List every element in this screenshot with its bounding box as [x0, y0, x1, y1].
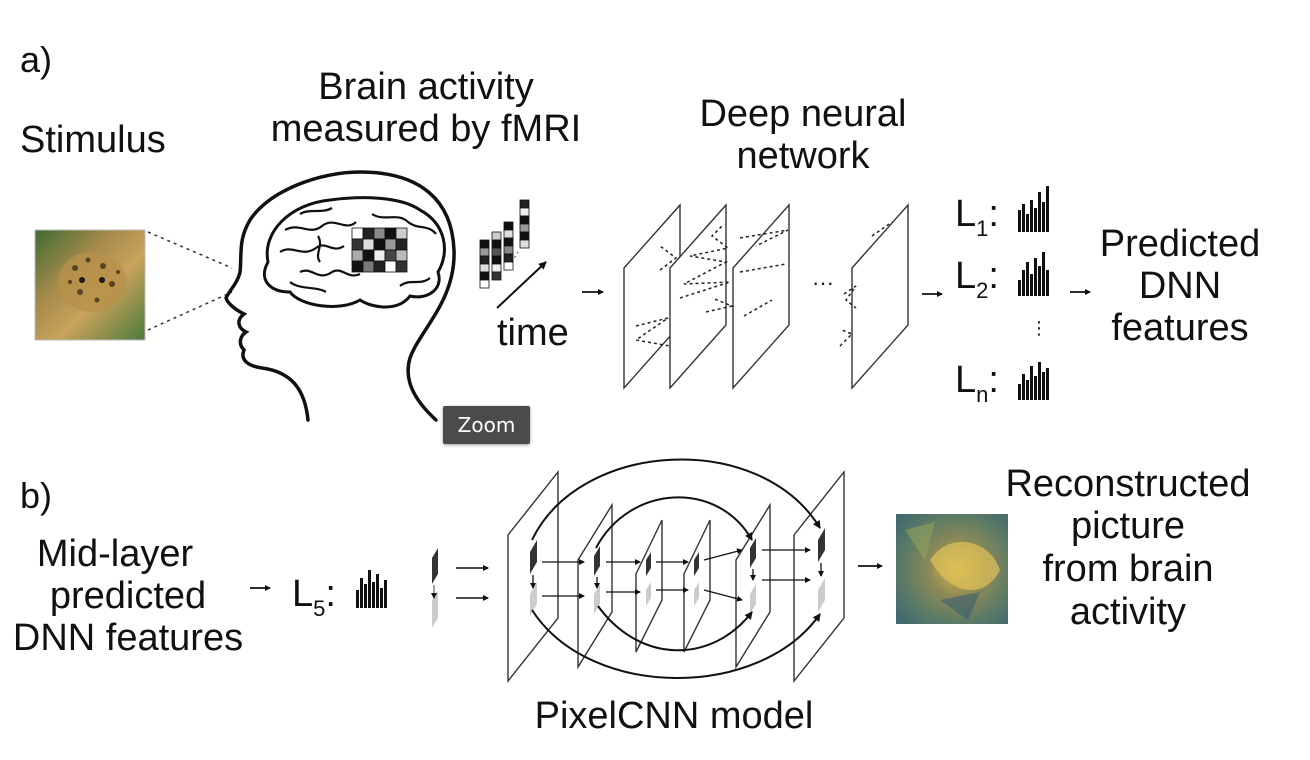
pixelcnn-plane-2 — [577, 502, 613, 670]
dnn-layer-3 — [732, 203, 790, 390]
time-label: time — [497, 312, 569, 354]
predicted-line2: DNN — [1139, 265, 1221, 307]
input-feature-slice — [431, 548, 438, 628]
fmri-timeseries — [479, 199, 530, 289]
pixelcnn-plane-5 — [735, 502, 771, 670]
recon-line3: from brain — [1042, 548, 1213, 590]
projection-line-top — [147, 231, 233, 269]
panel-b-letter: b) — [20, 475, 52, 516]
layer-5-histogram — [356, 570, 387, 608]
mid-layer-line3: DNN features — [13, 617, 243, 659]
brain-label-line1: Brain activity — [318, 66, 533, 108]
zoom-tooltip[interactable]: Zoom — [443, 406, 530, 444]
brain-voxel-grid — [351, 227, 408, 273]
layers-vertical-ellipsis: ⋮ — [1030, 318, 1048, 338]
layer-5-label: L5: — [292, 573, 336, 621]
dnn-layers — [623, 203, 909, 390]
predicted-line3: features — [1111, 307, 1248, 349]
pixelcnn-feature-slices — [530, 528, 825, 616]
layer-n-label: Ln: — [955, 359, 999, 407]
predicted-line1: Predicted — [1100, 223, 1261, 265]
layer-1-label: L1: — [955, 193, 999, 241]
pixelcnn-skip-arcs — [531, 458, 821, 679]
time-arrow — [496, 261, 547, 309]
stimulus-image — [34, 229, 146, 341]
dnn-connections — [634, 221, 893, 347]
dnn-label-line2: network — [736, 135, 870, 177]
recon-line4: activity — [1070, 591, 1186, 633]
brain-label-line2: measured by fMRI — [271, 108, 581, 150]
reconstructed-image — [896, 514, 1008, 624]
panel-a-letter: a) — [20, 39, 52, 80]
dnn-ellipsis: ··· — [812, 270, 834, 295]
layer-2-histogram — [1018, 252, 1049, 296]
dnn-label-line1: Deep neural — [699, 93, 906, 135]
mid-layer-line2: predicted — [50, 575, 206, 617]
pixelcnn-model-label: PixelCNN model — [535, 695, 814, 737]
pixelcnn-internal-arrows — [530, 547, 824, 602]
projection-line-bottom — [147, 291, 233, 331]
mid-layer-line1: Mid-layer — [37, 533, 194, 575]
stimulus-label: Stimulus — [20, 119, 166, 161]
layer-1-histogram — [1018, 186, 1049, 232]
layer-2-label: L2: — [955, 255, 999, 303]
recon-line1: Reconstructed — [1005, 463, 1250, 505]
brain-illustration — [262, 196, 446, 309]
layer-n-histogram — [1018, 362, 1049, 400]
recon-line2: picture — [1071, 505, 1185, 547]
dnn-layer-n — [851, 203, 909, 390]
head-outline — [224, 170, 456, 422]
